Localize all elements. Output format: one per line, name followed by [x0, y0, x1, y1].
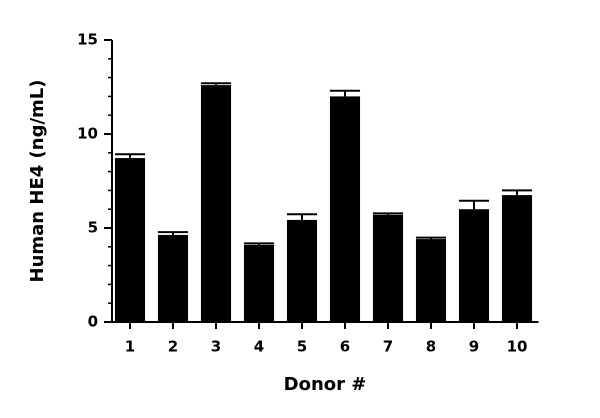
x-tick-label: 8: [426, 338, 436, 356]
x-tick-label: 4: [254, 338, 264, 356]
bar: [372, 214, 404, 322]
bar: [200, 85, 232, 323]
bar: [415, 239, 447, 322]
y-axis-title: Human HE4 (ng/mL): [27, 80, 48, 283]
bar: [501, 195, 533, 322]
x-axis-title: Donor #: [284, 374, 367, 395]
bar: [114, 158, 146, 322]
x-tick-label: 2: [168, 338, 178, 356]
x-tick-label: 9: [469, 338, 479, 356]
x-tick-label: 6: [340, 338, 350, 356]
x-tick-label: 5: [297, 338, 307, 356]
bar: [458, 209, 490, 322]
x-tick-label: 3: [211, 338, 221, 356]
y-tick-label: 5: [88, 219, 98, 237]
y-tick-label: 10: [77, 125, 98, 143]
x-tick-label: 10: [507, 338, 528, 356]
bar: [286, 219, 318, 322]
x-tick-label: 7: [383, 338, 393, 356]
bar: [243, 244, 275, 322]
bar: [329, 96, 361, 323]
x-tick-label: 1: [125, 338, 135, 356]
y-tick-label: 0: [88, 313, 98, 331]
bar: [157, 234, 189, 322]
y-tick-label: 15: [77, 31, 98, 49]
